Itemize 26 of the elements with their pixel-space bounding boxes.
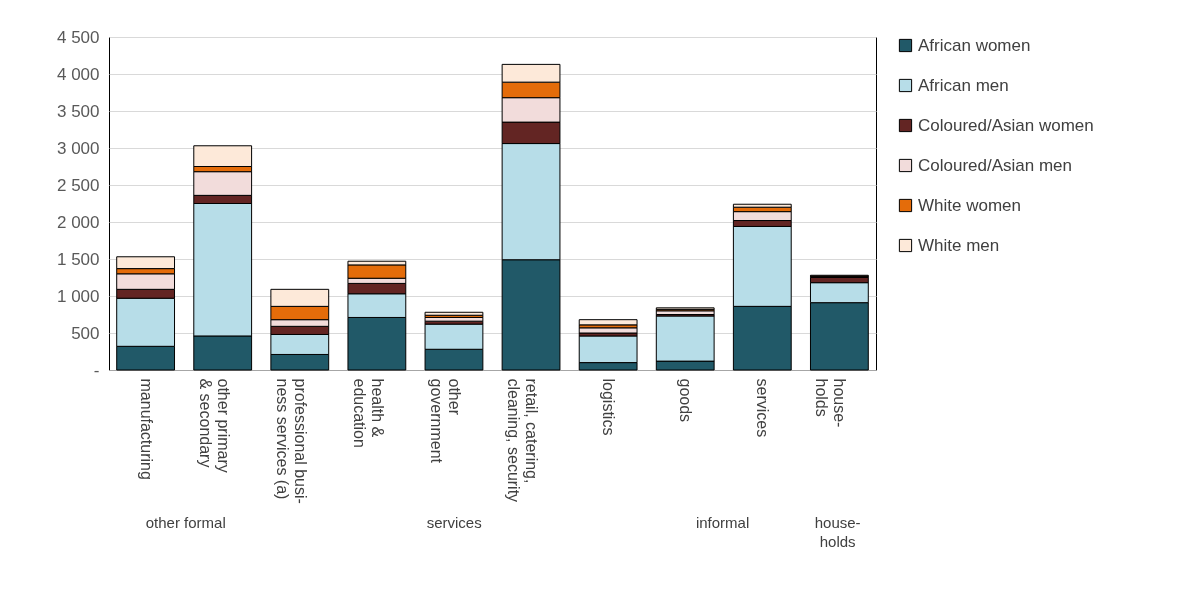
legend-label: White women [918,195,1021,215]
y-tick-label: 1 000 [56,286,100,306]
y-tick-label: 3 000 [56,138,100,158]
text: other formal [145,514,226,531]
x-tick-label: house- holds [813,378,849,428]
y-tick-label: 2 000 [56,212,100,232]
y-tick-label: 500 [71,323,100,343]
text: house- holds [814,514,861,550]
legend-label: African men [918,75,1009,95]
x-tick-label: goods [677,378,695,423]
y-tick-label: 4 500 [56,27,100,47]
y-tick-label: 2 500 [56,175,100,195]
y-tick-label: 4 000 [56,64,100,84]
y-tick-label: 1 500 [56,249,100,269]
x-tick-label: professional busi- ness services (a) [273,378,309,504]
legend-label: White men [918,235,1000,255]
text: informal [695,514,750,531]
text: services [426,514,482,531]
x-tick-label: manufacturing [137,378,155,480]
legend-label: African women [918,35,1031,55]
x-tick-label: services [754,378,772,438]
x-tick-label: logistics [600,378,618,436]
y-tick-label: - [93,360,100,380]
y-tick-label: 3 500 [56,101,100,121]
legend-label: Coloured/Asian women [918,115,1094,135]
legend-label: Coloured/Asian men [918,155,1073,175]
